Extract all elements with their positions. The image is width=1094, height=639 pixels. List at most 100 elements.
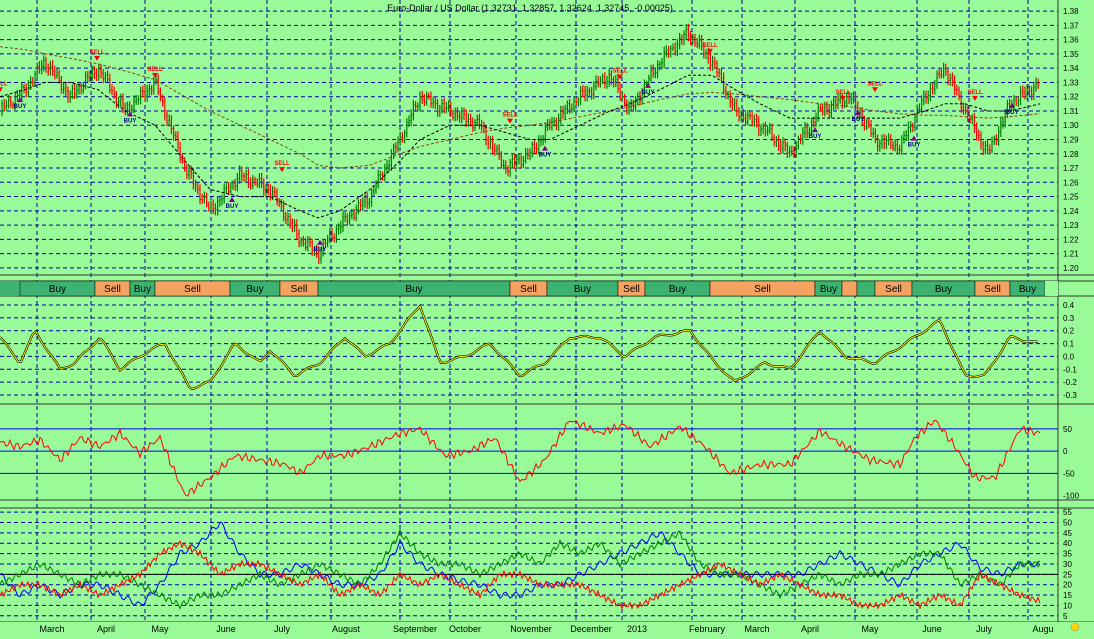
buy-segment-label: Buy — [246, 284, 263, 295]
sell-signal-label: SELL — [835, 90, 851, 96]
axis-layer: March April May June July August September Octo… — [0, 622, 1094, 634]
buy-signal-label: BUY — [642, 90, 655, 96]
buy-arrow — [17, 97, 23, 103]
buy-signal-label: BUY — [1006, 110, 1019, 116]
momentum-tick-label: 0 — [1063, 447, 1068, 456]
month-label: August — [332, 624, 361, 634]
month-label: 2013 — [627, 624, 647, 634]
momentum-tick-label: 50 — [1063, 425, 1072, 434]
month-label: Augu — [1032, 624, 1053, 634]
buy-arrow — [911, 135, 917, 141]
buy-arrow — [1009, 102, 1015, 108]
oscillator-tick-label: 0.4 — [1063, 301, 1075, 310]
buy-signal-label: BUY — [226, 204, 239, 210]
sell-arrow — [840, 95, 846, 101]
month-label: November — [510, 624, 552, 634]
oscillator-shadow — [0, 304, 1039, 391]
sell-signal-label: SELL — [0, 81, 8, 87]
directional-tick-label: 35 — [1063, 550, 1072, 559]
price-tick-label: 1.36 — [1063, 36, 1079, 45]
signal-lead-segment — [0, 281, 20, 296]
oscillator-tick-label: -0.2 — [1063, 378, 1077, 387]
price-tick-label: 1.26 — [1063, 178, 1079, 187]
sell-signal-label: SELL — [274, 161, 290, 167]
oscillator-line — [0, 305, 1039, 390]
month-label: February — [689, 624, 726, 634]
sell-segment-label: Sell — [291, 284, 308, 295]
price-tick-label: 1.28 — [1063, 150, 1079, 159]
oscillator-tick-label: 0.1 — [1063, 340, 1075, 349]
price-tick-label: 1.34 — [1063, 64, 1079, 73]
directional-tick-label: 40 — [1063, 539, 1072, 548]
sell-arrow — [972, 95, 978, 101]
momentum-panel: -100 -50 0 50 — [0, 419, 1080, 501]
sell-signal-label: SELL — [702, 43, 718, 49]
price-tick-label: 1.33 — [1063, 78, 1079, 87]
month-label: April — [801, 624, 819, 634]
month-label: March — [39, 624, 64, 634]
sell-arrow — [617, 74, 623, 80]
price-tick-label: 1.38 — [1063, 7, 1079, 16]
sell-segment-label: Sell — [520, 284, 537, 295]
sell-segment-label: Sell — [184, 284, 201, 295]
month-label: May — [151, 624, 169, 634]
sell-segment-label: Sell — [754, 284, 771, 295]
buy-signal-label: BUY — [314, 247, 327, 253]
sell-signal-label: SELL — [89, 50, 105, 56]
price-tick-label: 1.37 — [1063, 21, 1079, 30]
month-label: September — [393, 624, 437, 634]
chart-title: Euro-Dollar / US Dollar (1.32731, 1.3285… — [387, 3, 673, 13]
buy-arrow — [229, 196, 235, 202]
month-label: June — [216, 624, 236, 634]
sell-signal-label: SELL — [967, 90, 983, 96]
directional-tick-label: 50 — [1063, 519, 1072, 528]
price-tick-label: 1.24 — [1063, 207, 1079, 216]
price-tick-label: 1.22 — [1063, 235, 1079, 244]
month-label: June — [922, 624, 942, 634]
buy-segment-label: Buy — [1019, 284, 1036, 295]
price-tick-label: 1.20 — [1063, 264, 1079, 273]
month-label: December — [570, 624, 612, 634]
sell-segment-label: Sell — [885, 284, 902, 295]
corner-icon — [1070, 622, 1080, 632]
month-label: May — [861, 624, 879, 634]
price-tick-label: 1.30 — [1063, 121, 1079, 130]
buy-arrow — [127, 111, 133, 117]
directional-tick-label: 30 — [1063, 560, 1072, 569]
price-tick-label: 1.21 — [1063, 250, 1079, 259]
buy-segment-label: Buy — [134, 284, 151, 295]
buy-signal-label: BUY — [852, 117, 865, 123]
ma-short-line — [0, 74, 1041, 219]
sell-arrow — [507, 118, 513, 124]
sell-arrow — [152, 73, 158, 79]
ma-long-line — [0, 46, 1041, 169]
sell-arrow — [707, 48, 713, 54]
momentum-line — [0, 419, 1041, 497]
month-label: July — [274, 624, 291, 634]
price-panel: 1.20 1.21 1.22 1.23 1.24 1.25 1.26 1.27 1.28 1.29… — [0, 7, 1079, 273]
sell-signal-label: SELL — [612, 68, 628, 74]
sell-signal-label: SELL — [867, 81, 883, 87]
month-label: March — [744, 624, 769, 634]
directional-tick-label: 10 — [1063, 601, 1072, 610]
buy-arrow — [317, 239, 323, 245]
oscillator-tick-label: 0.0 — [1063, 352, 1075, 361]
month-label: October — [449, 624, 481, 634]
sell-segment-label: Sell — [623, 284, 640, 295]
oscillator-panel: -0.3 -0.2 -0.1 0.0 0.1 0.2 0.3 0.4 — [0, 301, 1077, 400]
oscillator-tick-label: -0.3 — [1063, 391, 1077, 400]
buy-segment-label: Buy — [669, 284, 686, 295]
buy-arrow — [855, 109, 861, 115]
buy-segment — [856, 280, 876, 297]
buy-segment-label: Buy — [935, 284, 952, 295]
oscillator-tick-label: -0.1 — [1063, 365, 1077, 374]
momentum-tick-label: -100 — [1063, 492, 1080, 501]
buy-signal-label: BUY — [809, 134, 822, 140]
momentum-tick-label: -50 — [1063, 469, 1075, 478]
buy-segment-label: Buy — [405, 284, 422, 295]
buy-signal-label: BUY — [124, 118, 137, 124]
sell-arrow — [94, 55, 100, 61]
month-label: July — [976, 624, 993, 634]
